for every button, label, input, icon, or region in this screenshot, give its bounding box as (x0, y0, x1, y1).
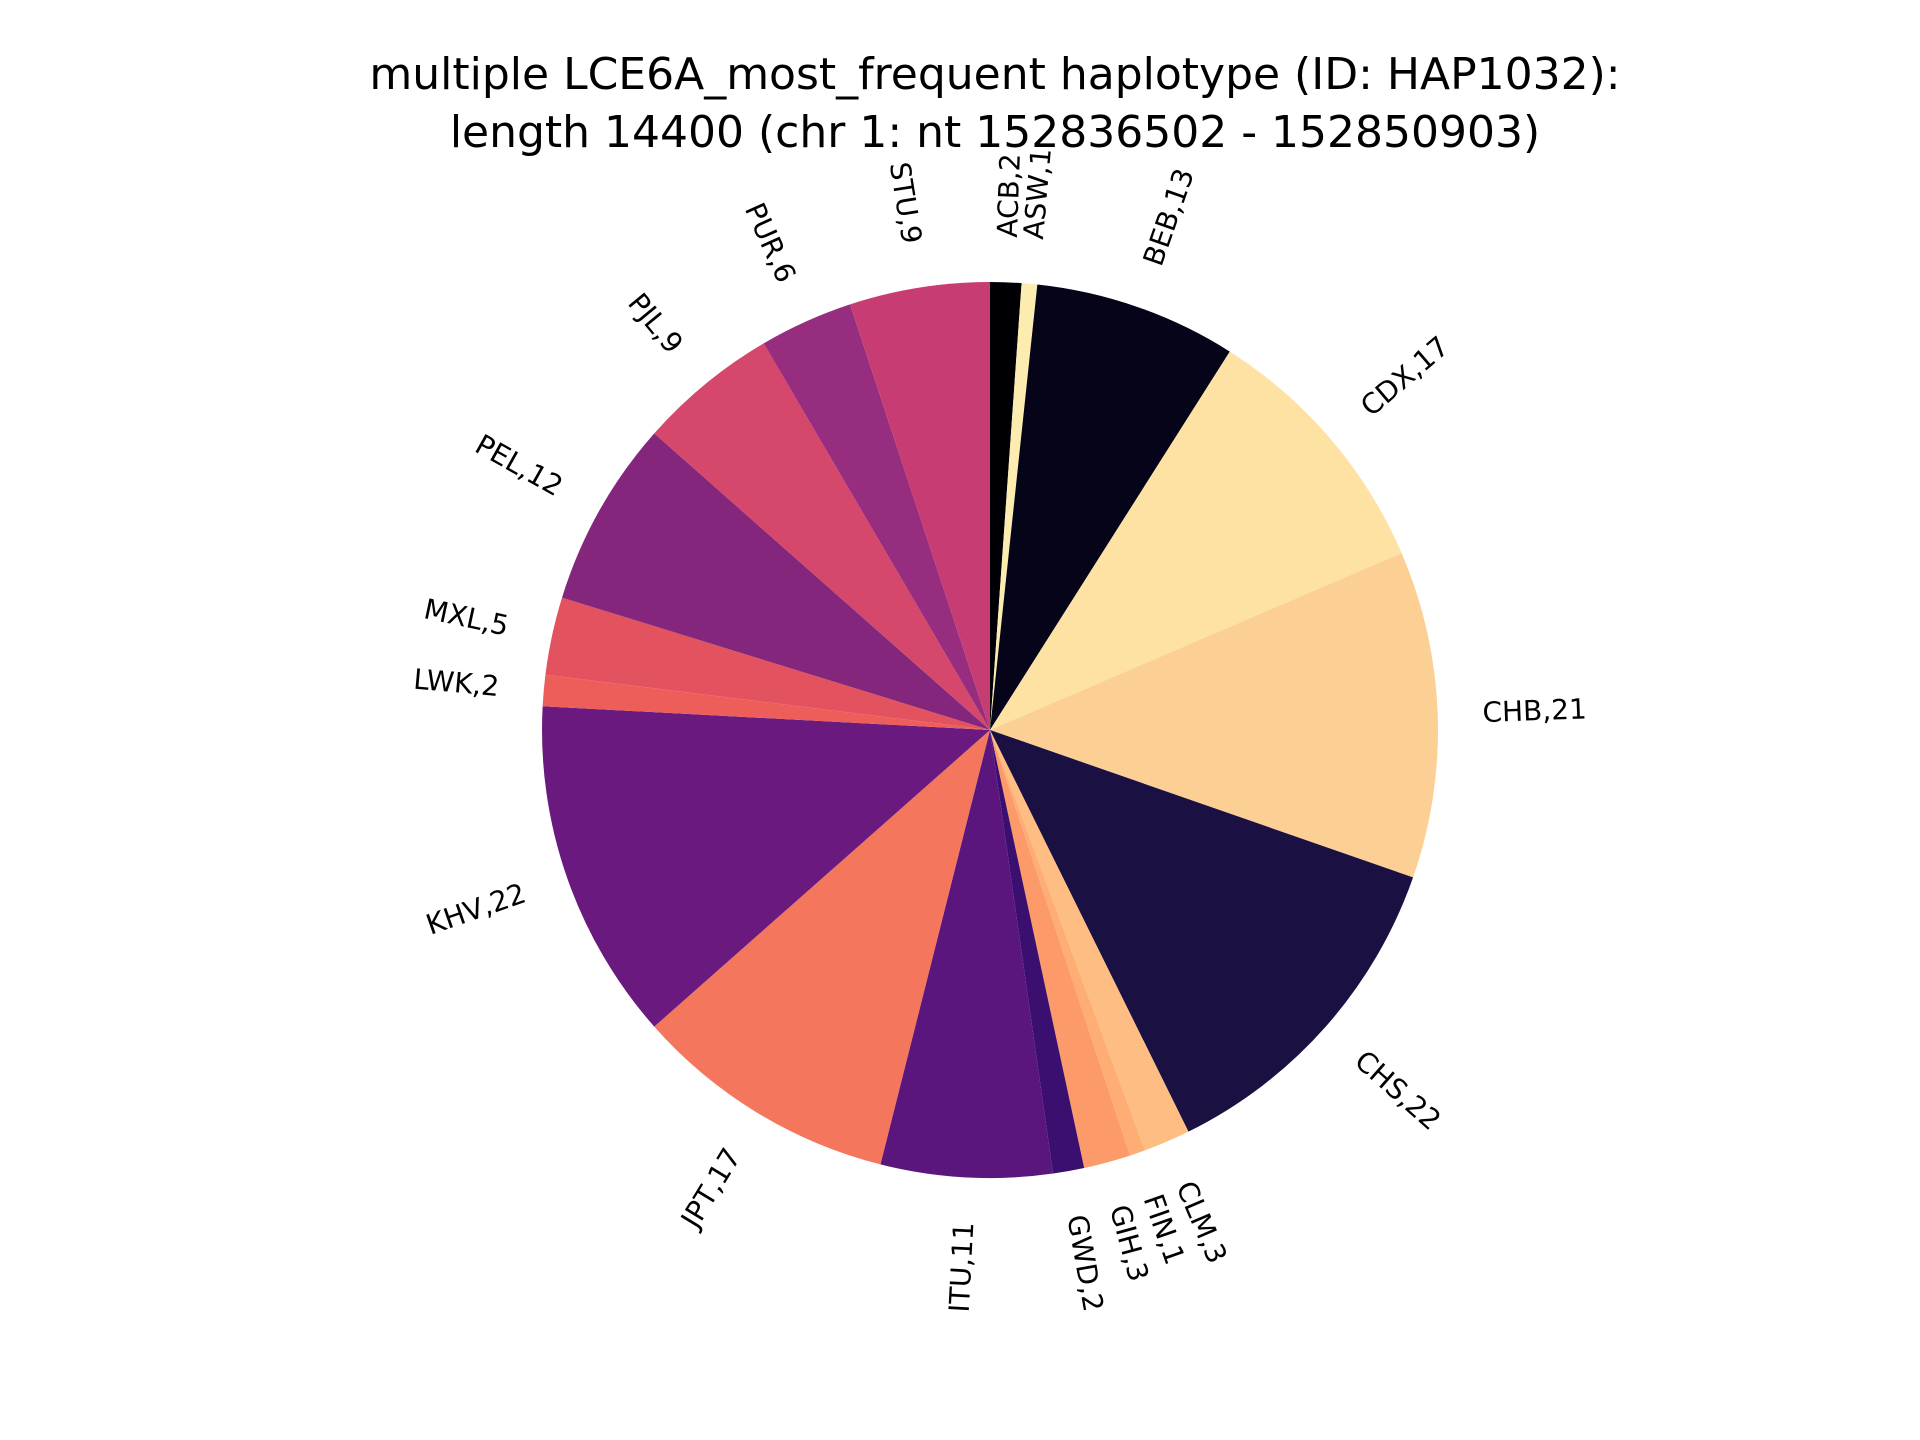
pie-label-pur: PUR,6 (738, 198, 802, 288)
pie-slice-jpt (654, 730, 990, 1165)
pie-slice-acb (990, 282, 1022, 730)
pie-slice-pel (562, 433, 990, 730)
pie-slice-khv (542, 706, 990, 1027)
pie-slice-pur (763, 304, 990, 730)
pie-slice-mxl (545, 597, 990, 730)
pie-label-pjl: PJL,9 (621, 287, 689, 360)
pie-label-chs: CHS,22 (1348, 1044, 1447, 1137)
pie-label-itu: ITU,11 (943, 1221, 981, 1313)
pie-label-lwk: LWK,2 (412, 663, 500, 703)
pie-label-pel: PEL,12 (470, 428, 569, 503)
pie-slice-clm (990, 730, 1189, 1151)
pie-slice-itu (880, 730, 1054, 1178)
pie-label-cdx: CDX,17 (1354, 330, 1455, 423)
pie-label-asw: ASW,1 (1017, 147, 1058, 241)
pie-slice-chb (990, 553, 1439, 878)
pie-label-beb: BEB,13 (1137, 164, 1201, 270)
pie-label-acb: ACB,2 (991, 153, 1027, 238)
pie-label-gwd: GWD,2 (1060, 1212, 1110, 1314)
chart-title: multiple LCE6A_most_frequent haplotype (… (369, 49, 1620, 100)
pie-slice-gih (990, 730, 1130, 1168)
pie-label-stu: STU,9 (883, 160, 929, 246)
pie-label-chb: CHB,21 (1482, 692, 1587, 729)
pie-slice-lwk (542, 674, 990, 730)
pie-slice-cdx (990, 351, 1402, 730)
pie-label-mxl: MXL,5 (421, 592, 512, 642)
pie-slice-fin (990, 730, 1145, 1156)
pie-slice-chs (990, 730, 1414, 1132)
pie-slice-stu (850, 282, 990, 730)
pie-slice-pjl (654, 343, 990, 730)
chart-subtitle: length 14400 (chr 1: nt 152836502 - 1528… (450, 107, 1540, 158)
pie-label-jpt: JPT,17 (673, 1142, 747, 1235)
pie-slices (542, 282, 1439, 1178)
pie-label-khv: KHV,22 (422, 877, 530, 942)
pie-slice-gwd (990, 730, 1085, 1174)
pie-slice-beb (990, 284, 1230, 730)
pie-slice-asw (990, 283, 1038, 730)
